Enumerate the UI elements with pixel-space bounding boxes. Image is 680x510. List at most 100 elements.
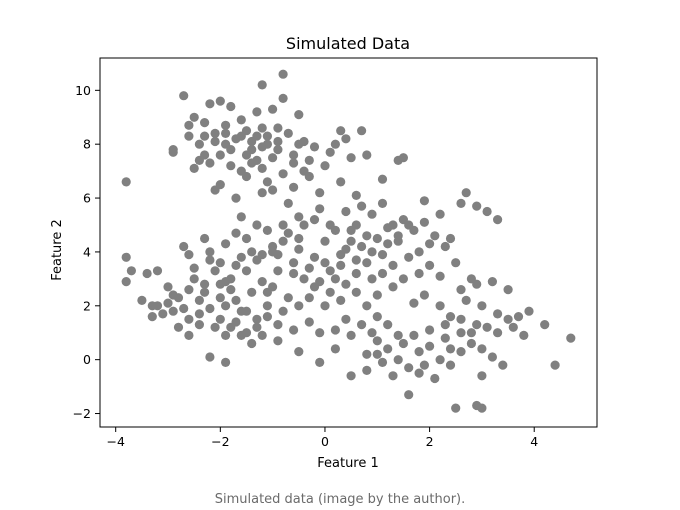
data-point (372, 312, 382, 322)
data-point (278, 220, 288, 230)
data-point (456, 198, 466, 208)
data-point (456, 314, 466, 324)
data-point (377, 174, 388, 184)
data-point (357, 241, 367, 252)
data-point (210, 266, 220, 276)
data-point (137, 295, 147, 305)
data-point (147, 312, 157, 322)
data-point (513, 312, 524, 322)
data-point (283, 293, 293, 303)
x-axis-label: Feature 1 (317, 456, 379, 471)
data-point (336, 260, 346, 270)
data-point (184, 285, 194, 295)
data-point (273, 123, 283, 133)
data-point (252, 220, 262, 230)
data-point (372, 233, 382, 244)
data-point (215, 150, 225, 160)
data-point (383, 320, 393, 330)
data-point (309, 252, 320, 262)
data-point (440, 320, 450, 330)
data-point (294, 233, 304, 244)
data-point (289, 325, 299, 335)
data-point (336, 295, 346, 305)
data-point (357, 320, 367, 330)
data-point (241, 171, 252, 182)
x-tick-label: 2 (426, 434, 434, 449)
figure-caption: Simulated data (image by the author). (214, 492, 466, 507)
data-point (304, 263, 314, 273)
data-point (257, 250, 267, 260)
y-tick-label: 8 (83, 137, 91, 152)
data-point (330, 274, 340, 284)
data-point (451, 403, 461, 413)
data-point (221, 277, 231, 287)
data-point (257, 330, 267, 340)
data-point (200, 233, 210, 244)
data-point (472, 279, 482, 289)
data-point (383, 239, 393, 249)
data-point (289, 150, 299, 160)
data-point (273, 136, 283, 147)
data-point (566, 333, 576, 343)
data-point (226, 101, 236, 112)
data-point (231, 295, 241, 305)
data-point (257, 123, 267, 133)
data-point (519, 330, 529, 340)
data-point (404, 252, 414, 262)
data-point (294, 244, 304, 254)
data-point (320, 236, 330, 246)
data-point (367, 328, 377, 338)
data-point (226, 285, 236, 295)
data-point (262, 139, 272, 149)
data-point (346, 371, 356, 381)
y-axis-label: Feature 2 (50, 219, 65, 281)
data-point (377, 250, 388, 260)
data-point (362, 231, 372, 241)
data-point (168, 290, 178, 300)
data-point (278, 169, 288, 179)
data-point (179, 241, 189, 252)
data-point (289, 182, 299, 192)
data-point (430, 373, 440, 384)
data-point (325, 220, 335, 230)
data-point (252, 131, 262, 141)
data-point (550, 360, 560, 370)
data-point (152, 301, 163, 311)
data-point (445, 360, 456, 370)
data-point (315, 204, 325, 214)
data-point (247, 247, 257, 257)
data-point (241, 266, 252, 276)
data-point (346, 225, 356, 235)
data-point (377, 198, 388, 208)
plot-frame (99, 57, 598, 428)
data-point (189, 112, 199, 122)
data-point (472, 201, 482, 211)
data-point (351, 268, 361, 279)
data-point (419, 196, 429, 206)
data-point (299, 274, 309, 284)
data-point (466, 328, 476, 338)
data-point (247, 158, 257, 168)
data-point (304, 293, 314, 303)
data-point (205, 99, 215, 109)
data-point (294, 110, 304, 120)
data-point (205, 255, 215, 265)
data-point (173, 322, 184, 332)
data-point (393, 330, 403, 340)
data-point (357, 126, 367, 136)
data-point (231, 193, 241, 203)
data-point (283, 128, 293, 138)
data-point (278, 236, 288, 246)
data-point (336, 126, 346, 136)
data-point (309, 142, 320, 152)
x-axis-ticks: −4 −2 0 2 4 (106, 427, 538, 449)
data-point (388, 371, 398, 381)
y-axis-ticks: −2 0 2 4 6 8 10 (73, 83, 100, 421)
data-point (241, 306, 252, 316)
data-point (362, 150, 372, 160)
data-point (372, 290, 382, 300)
y-tick-label: 0 (83, 352, 91, 367)
data-point (498, 360, 508, 370)
data-point (163, 282, 173, 292)
data-point (210, 128, 220, 138)
